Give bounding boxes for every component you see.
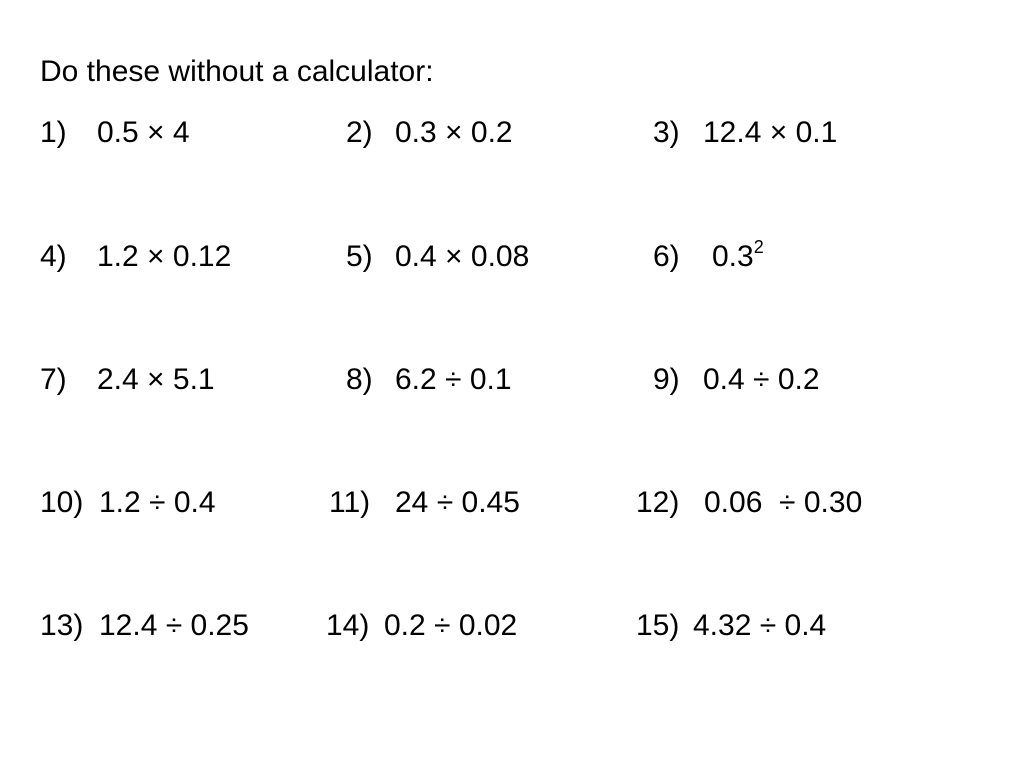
problem-number: 7) [40, 363, 67, 396]
problem-number: 4) [40, 240, 67, 273]
problem-11: 11) 24 ÷ 0.45 [329, 483, 520, 523]
problem-6: 6) 0.32 [653, 237, 764, 277]
problem-number: 6) [653, 240, 680, 273]
problem-expression: 24 ÷ 0.45 [395, 486, 520, 519]
problem-7: 7) 2.4 × 5.1 [40, 360, 215, 400]
problem-number: 5) [346, 240, 373, 273]
problem-number: 14) [326, 609, 370, 642]
problem-expression: 1.2 ÷ 0.4 [99, 486, 216, 519]
problem-number: 1) [40, 116, 67, 149]
problem-number: 8) [346, 363, 373, 396]
problem-number: 13) [40, 609, 84, 642]
problem-3: 3) 12.4 × 0.1 [653, 113, 837, 153]
problem-number: 12) [636, 486, 680, 519]
problem-expression: 12.4 ÷ 0.25 [99, 609, 249, 642]
problem-14: 14) 0.2 ÷ 0.02 [326, 606, 517, 646]
problem-10: 10) 1.2 ÷ 0.4 [40, 483, 216, 523]
problem-expression: 1.2 × 0.12 [97, 240, 232, 273]
problem-12: 12) 0.06 ÷ 0.30 [636, 483, 862, 523]
problem-number: 9) [653, 363, 680, 396]
problem-number: 15) [636, 609, 680, 642]
problem-4: 4) 1.2 × 0.12 [40, 237, 231, 277]
problem-expression: 2.4 × 5.1 [97, 363, 215, 396]
problem-15: 15) 4.32 ÷ 0.4 [636, 606, 826, 646]
problem-expression: 4.32 ÷ 0.4 [693, 609, 827, 642]
problem-expression: 0.4 ÷ 0.2 [703, 363, 820, 396]
problem-number: 3) [653, 116, 680, 149]
problem-expression: 0.06 ÷ 0.30 [704, 486, 863, 519]
problem-9: 9) 0.4 ÷ 0.2 [653, 360, 820, 400]
problem-1: 1) 0.5 × 4 [40, 113, 190, 153]
problem-number: 10) [40, 486, 84, 519]
problem-number: 2) [346, 116, 373, 149]
problem-expression: 6.2 ÷ 0.1 [395, 363, 512, 396]
problem-expression: 12.4 × 0.1 [703, 116, 838, 149]
problem-expression: 0.2 ÷ 0.02 [384, 609, 518, 642]
worksheet-title: Do these without a calculator: [40, 55, 434, 88]
problem-8: 8) 6.2 ÷ 0.1 [346, 360, 512, 400]
problem-expression: 0.3 × 0.2 [395, 116, 513, 149]
problem-13: 13) 12.4 ÷ 0.25 [40, 606, 249, 646]
problem-2: 2) 0.3 × 0.2 [346, 113, 513, 153]
problem-expression: 0.3 [712, 240, 754, 273]
problem-expression: 0.5 × 4 [97, 116, 190, 149]
problem-5: 5) 0.4 × 0.08 [346, 237, 529, 277]
exponent: 2 [753, 237, 764, 257]
problem-expression: 0.4 × 0.08 [395, 240, 530, 273]
problem-number: 11) [329, 486, 371, 519]
